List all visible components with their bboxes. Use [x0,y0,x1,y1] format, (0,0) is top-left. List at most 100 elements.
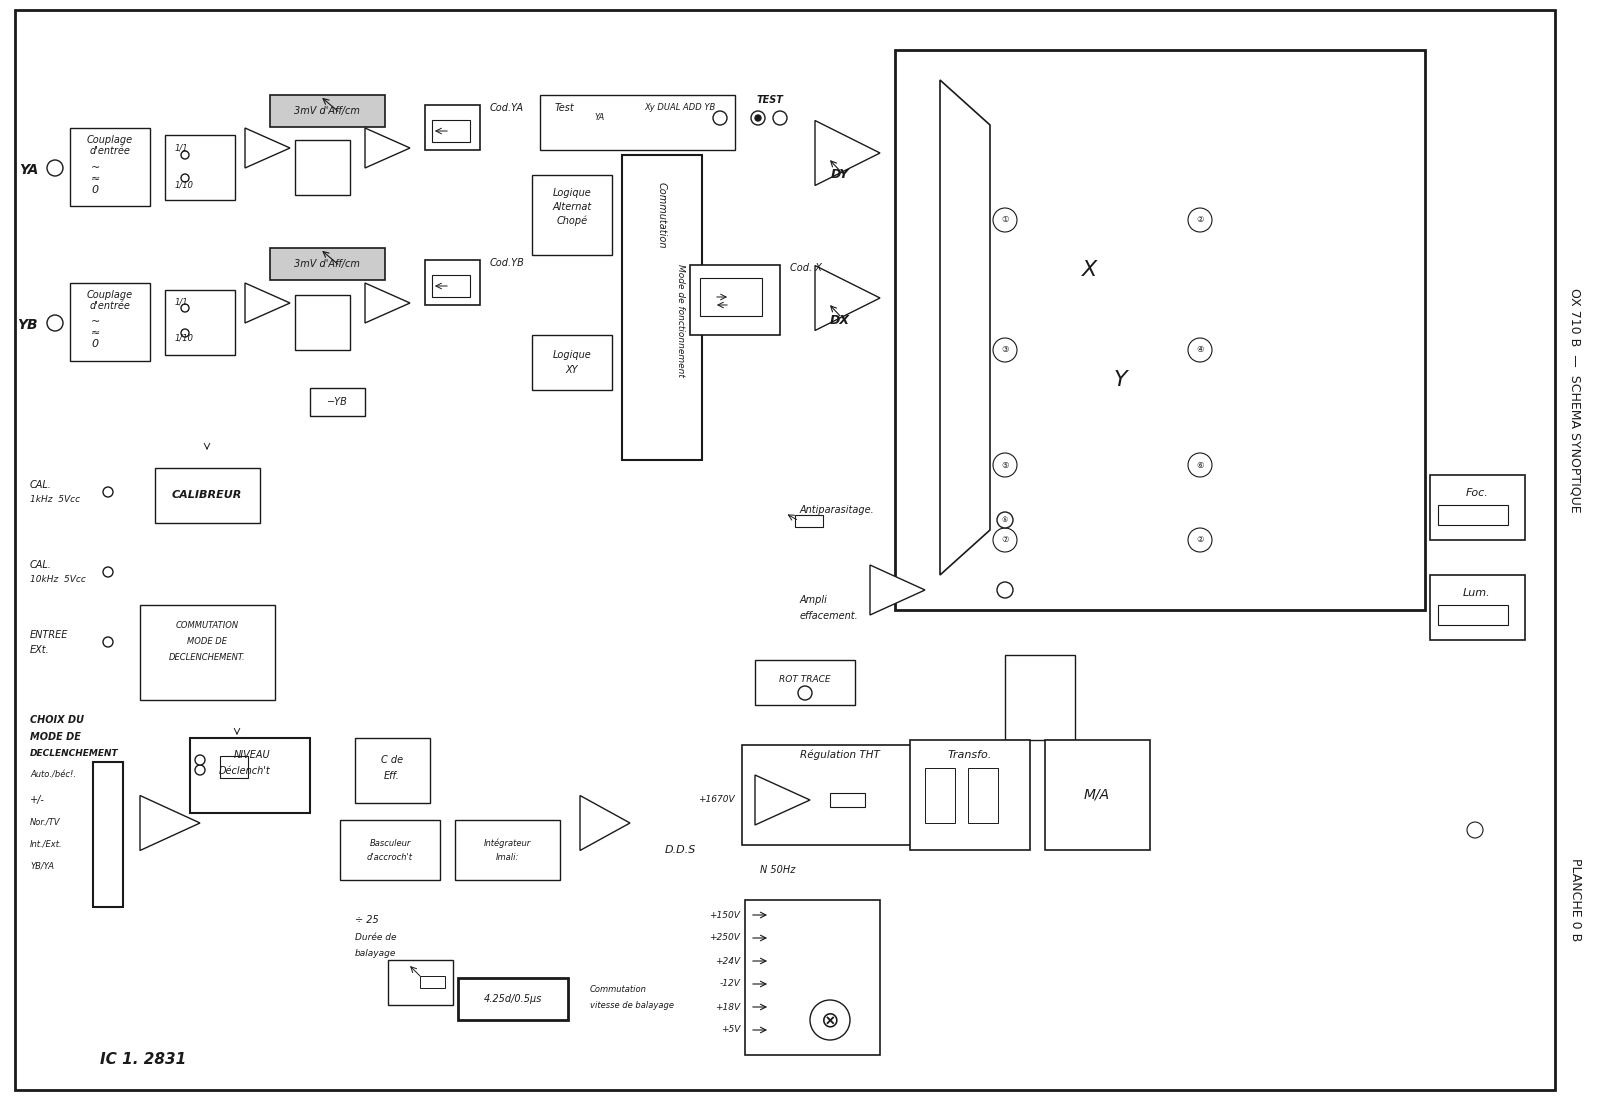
Text: DY: DY [830,169,850,182]
Bar [454,820,560,880]
Text: Régulation THT: Régulation THT [800,749,880,760]
Circle shape [181,174,189,182]
Bar [221,756,248,778]
Bar [925,768,955,823]
Circle shape [994,208,1018,232]
Text: Déclench't: Déclench't [218,766,270,776]
Bar [155,468,259,523]
Text: TEST: TEST [757,95,784,105]
Bar [531,175,611,255]
Polygon shape [941,80,990,575]
Bar [701,278,762,316]
Text: Xy DUAL ADD YB: Xy DUAL ADD YB [645,103,715,112]
Text: +/-: +/- [30,795,45,805]
Text: +250V: +250V [709,934,739,942]
Bar [165,290,235,355]
Text: 1kHz  5Vcc: 1kHz 5Vcc [30,495,80,505]
Bar [432,120,470,142]
Text: XY: XY [566,365,578,375]
Bar [190,738,310,813]
Bar [910,740,1030,850]
Circle shape [102,637,114,647]
Text: +5V: +5V [720,1026,739,1035]
Bar [622,155,702,460]
Text: Ampli: Ampli [800,595,827,605]
Circle shape [1187,528,1213,552]
Text: 4.25d/0.5μs: 4.25d/0.5μs [483,993,542,1005]
Text: d'accroch't: d'accroch't [366,852,413,861]
Text: balayage: balayage [355,949,397,958]
Circle shape [46,160,62,176]
Text: ⑤: ⑤ [1002,461,1008,470]
Text: 1/10: 1/10 [174,181,194,190]
Text: M/A: M/A [1083,788,1110,803]
Text: effacement.: effacement. [800,610,859,620]
Text: C de: C de [381,755,403,765]
Circle shape [755,115,762,121]
Bar [339,820,440,880]
Polygon shape [941,80,1379,575]
Bar [1438,505,1507,525]
Polygon shape [579,796,630,850]
Bar [755,660,854,705]
Bar [70,283,150,361]
Text: ~: ~ [90,163,99,173]
Bar [93,761,123,907]
Text: COMMUTATION: COMMUTATION [176,620,238,629]
Polygon shape [245,128,290,168]
Bar [419,976,445,988]
Text: ②: ② [1197,535,1203,545]
Bar [742,745,938,845]
Text: IC 1. 2831: IC 1. 2831 [99,1052,186,1068]
Circle shape [195,755,205,765]
Text: 1/1: 1/1 [174,143,189,152]
Circle shape [773,111,787,125]
Text: Mode de fonctionnement: Mode de fonctionnement [675,263,685,376]
Circle shape [994,339,1018,362]
Text: YB: YB [18,317,38,332]
Text: +18V: +18V [715,1002,739,1011]
Text: ≈: ≈ [90,174,99,184]
Circle shape [181,329,189,337]
Text: Antiparasitage.: Antiparasitage. [800,505,875,515]
Text: +150V: +150V [709,910,739,919]
Text: CAL.: CAL. [30,561,51,571]
Bar [294,140,350,195]
Bar [541,95,734,150]
Text: YA: YA [595,113,605,122]
Text: vitesse de balayage: vitesse de balayage [590,1000,674,1009]
Text: Test: Test [555,103,574,113]
Circle shape [750,111,765,125]
Text: Imali:: Imali: [496,852,518,861]
Text: ⑦: ⑦ [1002,535,1008,545]
Bar [1430,475,1525,539]
Text: d'entrée: d'entrée [90,147,131,157]
Circle shape [798,686,813,700]
Text: 0: 0 [91,185,99,195]
Text: ⊗: ⊗ [821,1010,840,1030]
Circle shape [1467,823,1483,838]
Text: ①: ① [1002,215,1008,224]
Bar [1438,605,1507,625]
Circle shape [195,765,205,775]
Text: NIVEAU: NIVEAU [234,750,270,760]
Polygon shape [365,283,410,323]
Text: Couplage: Couplage [86,290,133,300]
Text: ÷ 25: ÷ 25 [355,915,379,925]
Circle shape [46,315,62,331]
Polygon shape [141,796,200,850]
Bar [426,105,480,150]
Circle shape [102,567,114,577]
Polygon shape [814,265,880,331]
Polygon shape [245,283,290,323]
Text: 3mV d'Aff/cm: 3mV d'Aff/cm [294,105,360,117]
Bar [746,900,880,1054]
Text: Intégrateur: Intégrateur [483,838,531,848]
Polygon shape [365,128,410,168]
Circle shape [997,512,1013,528]
Text: 1/10: 1/10 [174,333,194,343]
Circle shape [102,487,114,497]
Text: Logique: Logique [552,350,592,360]
Bar [165,135,235,200]
Text: Cod. X: Cod. X [790,263,822,273]
